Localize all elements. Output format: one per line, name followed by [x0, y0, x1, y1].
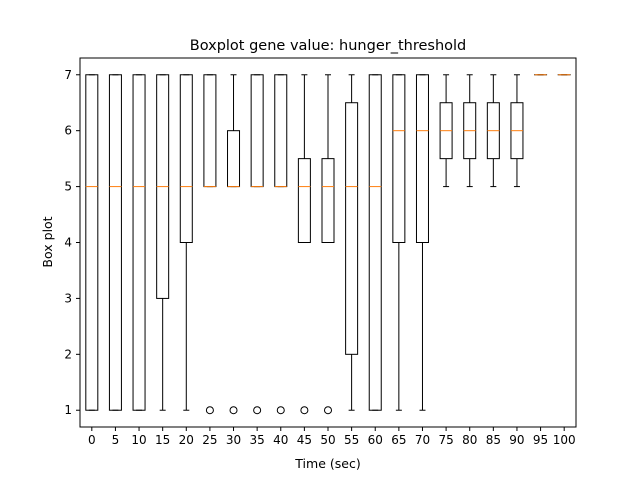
box-65: [392, 74, 406, 411]
x-tick-label: 0: [88, 433, 96, 447]
box-5: [108, 74, 122, 411]
box-10: [132, 74, 146, 411]
box-25: [203, 74, 217, 415]
x-tick-label: 20: [179, 433, 194, 447]
flier-point: [253, 406, 262, 415]
x-tick-label: 35: [250, 433, 265, 447]
x-tick-label: 85: [486, 433, 501, 447]
x-tick-label: 25: [202, 433, 217, 447]
box-45: [297, 74, 311, 415]
box-iqr: [297, 158, 311, 244]
box-55: [345, 74, 359, 411]
y-tick-label: 4: [64, 236, 72, 250]
box-80: [463, 74, 477, 188]
box-85: [486, 74, 500, 188]
flier-point: [276, 406, 285, 415]
x-axis-label: Time (sec): [294, 456, 360, 471]
box-iqr: [321, 158, 335, 244]
x-tick-label: 50: [320, 433, 335, 447]
box-iqr: [368, 74, 382, 411]
box-iqr: [392, 74, 406, 244]
box-iqr: [227, 130, 241, 188]
box-iqr: [250, 74, 264, 188]
x-tick-label: 45: [297, 433, 312, 447]
box-90: [510, 74, 524, 188]
box-15: [156, 74, 170, 411]
box-70: [415, 74, 429, 411]
x-tick-label: 55: [344, 433, 359, 447]
chart-title: Boxplot gene value: hunger_threshold: [190, 38, 467, 54]
box-35: [250, 74, 264, 415]
box-iqr: [274, 74, 288, 188]
flier-point: [300, 406, 309, 415]
box-iqr: [108, 74, 122, 411]
box-iqr: [203, 74, 217, 188]
box-0: [85, 74, 99, 411]
x-tick-label: 60: [368, 433, 383, 447]
box-iqr: [85, 74, 99, 411]
x-tick-label: 30: [226, 433, 241, 447]
box-30: [227, 74, 241, 415]
y-tick-label: 1: [64, 403, 72, 417]
flier-point: [229, 406, 238, 415]
x-tick-label: 40: [273, 433, 288, 447]
x-tick-label: 70: [415, 433, 430, 447]
x-tick-label: 80: [462, 433, 477, 447]
x-tick-label: 15: [155, 433, 170, 447]
box-20: [179, 74, 193, 411]
box-iqr: [345, 102, 359, 355]
x-tick-label: 10: [131, 433, 146, 447]
box-iqr: [179, 74, 193, 244]
plot-marks: [85, 74, 571, 415]
box-iqr: [415, 74, 429, 244]
x-tick-label: 65: [391, 433, 406, 447]
flier-point: [205, 406, 214, 415]
y-tick-label: 6: [64, 124, 72, 138]
y-tick-label: 5: [64, 180, 72, 194]
box-40: [274, 74, 288, 415]
x-tick-label: 100: [553, 433, 576, 447]
x-tick-label: 95: [533, 433, 548, 447]
box-75: [439, 74, 453, 188]
flier-point: [324, 406, 332, 415]
x-tick-label: 75: [438, 433, 453, 447]
box-iqr: [132, 74, 146, 411]
axes: 0 5 10 15 20 25 30 35 40 45 50 55 60 65 70 75 80 85 90 95 10…: [64, 68, 575, 447]
y-axis-label: Box plot: [40, 216, 55, 267]
y-tick-label: 7: [64, 68, 72, 82]
box-50: [321, 74, 335, 415]
x-tick-label: 90: [509, 433, 524, 447]
y-tick-label: 2: [64, 347, 72, 361]
box-60: [368, 74, 382, 411]
y-tick-label: 3: [64, 291, 72, 305]
x-tick-label: 5: [112, 433, 120, 447]
